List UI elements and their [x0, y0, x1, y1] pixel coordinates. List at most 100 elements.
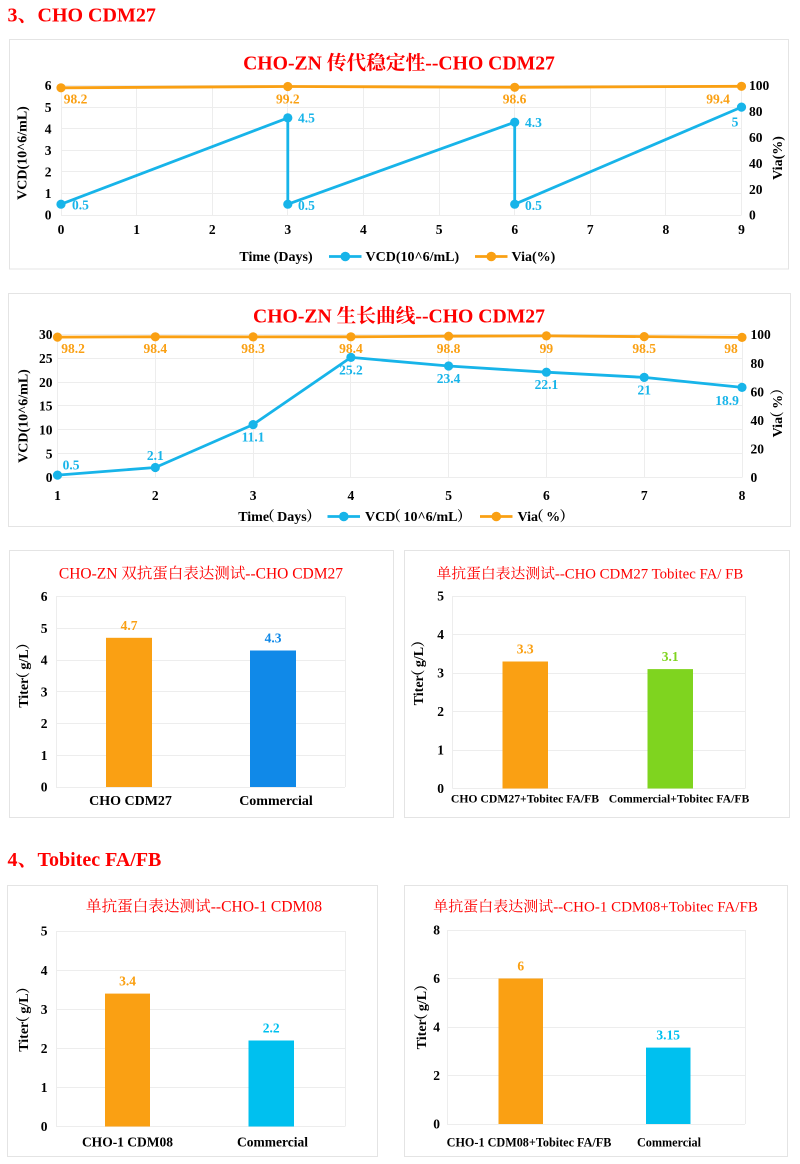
svg-text:4: 4 — [360, 222, 367, 237]
svg-text:3.1: 3.1 — [662, 649, 679, 664]
svg-text:--CHO CDM27: --CHO CDM27 — [425, 53, 555, 75]
svg-text:Titer: Titer — [415, 1019, 430, 1049]
svg-text:98: 98 — [724, 341, 738, 356]
svg-text:6: 6 — [45, 78, 52, 93]
svg-text:1: 1 — [54, 488, 61, 503]
svg-text:98.2: 98.2 — [64, 92, 88, 107]
svg-text:3.3: 3.3 — [517, 642, 534, 657]
svg-text:3: 3 — [437, 666, 444, 681]
svg-text:g/L: g/L — [412, 647, 427, 667]
svg-text:23.4: 23.4 — [437, 371, 461, 386]
svg-text:--CHO CDM27: --CHO CDM27 — [245, 566, 343, 583]
svg-text:5: 5 — [437, 589, 444, 604]
svg-text:30: 30 — [39, 327, 53, 342]
svg-text:1: 1 — [437, 743, 444, 758]
svg-text:5: 5 — [436, 222, 443, 237]
svg-text:5: 5 — [45, 100, 52, 115]
svg-text:98.4: 98.4 — [143, 341, 167, 356]
svg-text:Commercial+Tobitec FA/FB: Commercial+Tobitec FA/FB — [609, 793, 750, 806]
svg-text:7: 7 — [641, 488, 648, 503]
svg-text:99.4: 99.4 — [706, 92, 730, 107]
svg-text:CHO-1 CDM08: CHO-1 CDM08 — [82, 1135, 173, 1150]
svg-text:CHO CDM27: CHO CDM27 — [89, 794, 172, 809]
svg-text:8: 8 — [433, 923, 440, 938]
svg-text:4.7: 4.7 — [121, 618, 138, 633]
svg-text:15: 15 — [39, 399, 53, 414]
svg-text:0: 0 — [751, 470, 758, 485]
svg-text:CHO-ZN: CHO-ZN — [59, 566, 118, 583]
svg-text:6: 6 — [517, 959, 524, 974]
svg-text:VCD(10^6/mL): VCD(10^6/mL) — [16, 106, 31, 200]
svg-text:VCD: VCD — [365, 510, 395, 525]
svg-text:Commercial: Commercial — [237, 1135, 308, 1150]
svg-text:100: 100 — [751, 327, 772, 342]
svg-text:CHO CDM27+Tobitec FA/FB: CHO CDM27+Tobitec FA/FB — [451, 793, 599, 806]
svg-text:98.4: 98.4 — [339, 341, 363, 356]
svg-text:VCD(10^6/mL): VCD(10^6/mL) — [366, 250, 460, 265]
svg-text:21: 21 — [637, 382, 651, 397]
svg-text:98.5: 98.5 — [632, 341, 656, 356]
svg-text:Commercial: Commercial — [239, 794, 313, 809]
svg-text:Via: Via — [518, 510, 538, 525]
svg-text:CHO CDM27: CHO CDM27 — [38, 5, 156, 27]
svg-text:7: 7 — [587, 222, 594, 237]
svg-text:99.2: 99.2 — [276, 92, 300, 107]
svg-text:3.4: 3.4 — [119, 974, 136, 989]
svg-text:20: 20 — [39, 375, 53, 390]
svg-text:60: 60 — [751, 384, 765, 399]
svg-text:18.9: 18.9 — [715, 393, 739, 408]
svg-text:60: 60 — [749, 130, 763, 145]
svg-text:20: 20 — [751, 442, 765, 457]
svg-text:0: 0 — [437, 781, 444, 796]
svg-text:1: 1 — [45, 186, 52, 201]
svg-text:4: 4 — [348, 488, 355, 503]
svg-text:5: 5 — [41, 621, 48, 636]
svg-text:0.5: 0.5 — [298, 198, 315, 213]
svg-text:22.1: 22.1 — [535, 377, 559, 392]
svg-text:6: 6 — [41, 589, 48, 604]
svg-text:4: 4 — [41, 653, 48, 668]
svg-text:0: 0 — [749, 208, 756, 223]
svg-text:Days: Days — [277, 510, 307, 525]
svg-text:4.3: 4.3 — [525, 115, 542, 130]
svg-text:CHO-ZN: CHO-ZN — [243, 53, 322, 75]
svg-text:98.6: 98.6 — [503, 92, 527, 107]
svg-text:Commercial: Commercial — [637, 1136, 702, 1150]
svg-text:--CHO-1 CDM08+Tobitec FA/FB: --CHO-1 CDM08+Tobitec FA/FB — [553, 900, 758, 916]
svg-text:0: 0 — [45, 208, 52, 223]
svg-text:98.8: 98.8 — [437, 341, 461, 356]
svg-text:0.5: 0.5 — [72, 198, 89, 213]
svg-text:Via: Via — [771, 417, 786, 437]
svg-text:99: 99 — [540, 341, 554, 356]
svg-text:5: 5 — [46, 446, 53, 461]
svg-text:g/L: g/L — [415, 991, 430, 1011]
svg-text:%: % — [771, 395, 786, 409]
svg-text:2: 2 — [41, 716, 48, 731]
svg-text:--CHO CDM27: --CHO CDM27 — [415, 306, 545, 328]
svg-text:3: 3 — [8, 5, 18, 27]
svg-text:Titer: Titer — [17, 1022, 32, 1052]
svg-text:Time: Time — [238, 510, 269, 525]
svg-text:4: 4 — [45, 121, 52, 136]
svg-text:g/L: g/L — [17, 649, 32, 669]
svg-text:0: 0 — [41, 1119, 48, 1134]
svg-text:10: 10 — [39, 423, 53, 438]
svg-text:CHO-1 CDM08+Tobitec FA/FB: CHO-1 CDM08+Tobitec FA/FB — [447, 1136, 612, 1150]
svg-text:20: 20 — [749, 182, 763, 197]
svg-text:0: 0 — [58, 222, 65, 237]
svg-text:98.3: 98.3 — [241, 341, 265, 356]
svg-text:5: 5 — [732, 115, 739, 130]
svg-text:3: 3 — [250, 488, 257, 503]
svg-text:4: 4 — [8, 849, 18, 871]
svg-text:Time (Days): Time (Days) — [239, 250, 313, 265]
svg-text:2: 2 — [152, 488, 159, 503]
svg-text:4.5: 4.5 — [298, 111, 315, 126]
svg-text:1: 1 — [41, 748, 48, 763]
svg-text:3: 3 — [45, 143, 52, 158]
svg-text:5: 5 — [41, 924, 48, 939]
svg-text:25: 25 — [39, 351, 53, 366]
svg-text:Via(%): Via(%) — [771, 136, 786, 180]
svg-text:Titer: Titer — [17, 678, 32, 708]
svg-text:2: 2 — [41, 1041, 48, 1056]
svg-text:1: 1 — [41, 1080, 48, 1095]
